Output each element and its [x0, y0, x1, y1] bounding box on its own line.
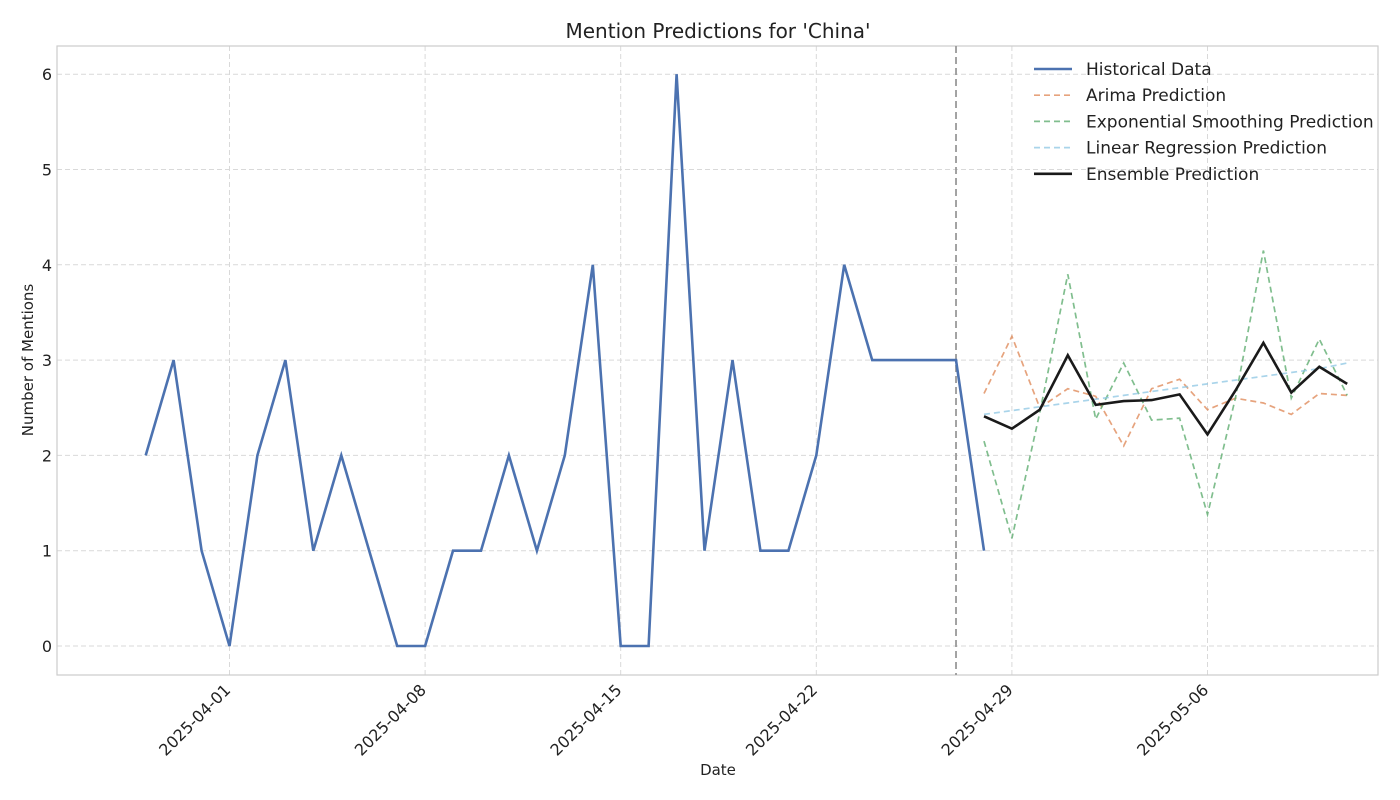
x-tick-label: 2025-04-08 [351, 680, 430, 759]
y-axis-label: Number of Mentions [19, 284, 37, 437]
y-tick-label: 1 [42, 542, 52, 561]
plot-area: 0 1 2 3 4 5 6 2025-04-01 2025-04-08 2025-04-15 202… [42, 45, 1379, 760]
series-line-historical-data [144, 74, 986, 648]
plot-frame [56, 45, 1379, 676]
legend-label-linear-regression-prediction: Linear Regression Prediction [1086, 139, 1327, 159]
chart-title: Mention Predictions for 'China' [565, 19, 870, 43]
x-tick-label: 2025-04-01 [155, 680, 234, 759]
y-tick-label: 3 [42, 351, 52, 370]
legend-label-historical-data: Historical Data [1086, 60, 1212, 80]
series-line-exponential-smoothing-prediction [983, 250, 1348, 539]
legend-label-exponential-smoothing-prediction: Exponential Smoothing Prediction [1086, 112, 1374, 132]
y-tick-label: 0 [42, 637, 52, 656]
x-tick-label: 2025-04-22 [742, 680, 821, 759]
x-tick-label: 2025-04-15 [546, 680, 625, 759]
legend-label-arima-prediction: Arima Prediction [1086, 86, 1226, 106]
y-tick-label: 6 [42, 65, 52, 84]
legend-label-ensemble-prediction: Ensemble Prediction [1086, 165, 1259, 185]
y-tick-label: 2 [42, 446, 52, 465]
series-line-linear-regression-prediction [983, 362, 1348, 416]
y-tick-label: 4 [42, 256, 52, 275]
x-tick-label: 2025-04-29 [938, 680, 1017, 759]
legend: Historical Data Arima Prediction Exponenti… [1034, 60, 1374, 185]
y-tick-label: 5 [42, 161, 52, 180]
x-axis-label: Date [700, 761, 736, 779]
series-line-ensemble-prediction [983, 340, 1348, 437]
x-tick-label: 2025-05-06 [1133, 680, 1212, 759]
